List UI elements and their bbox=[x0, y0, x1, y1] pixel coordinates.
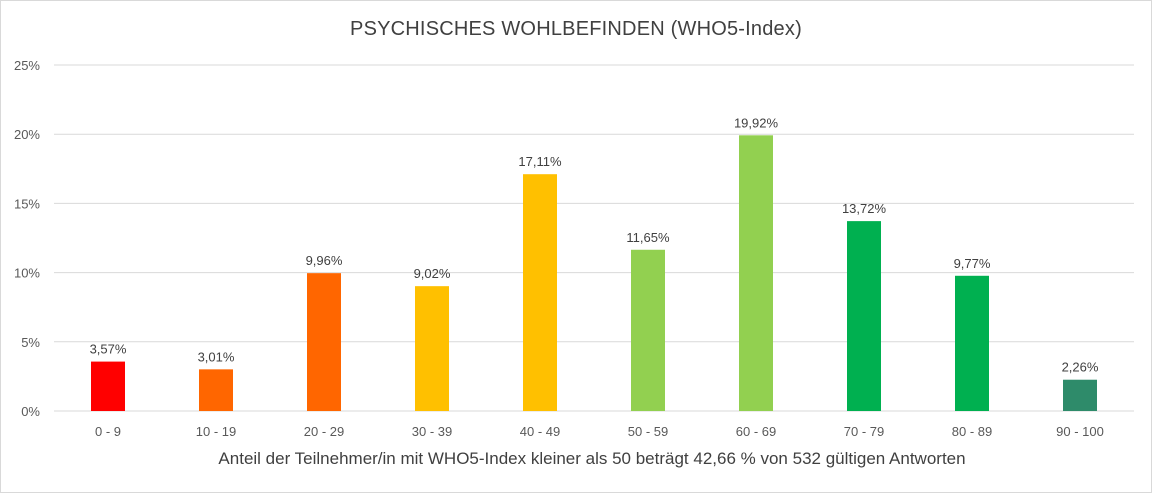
y-tick-label: 15% bbox=[14, 196, 40, 211]
gridlines bbox=[54, 64, 1134, 412]
x-tick-label: 80 - 89 bbox=[952, 424, 992, 439]
x-tick-label: 40 - 49 bbox=[520, 424, 560, 439]
x-tick-label: 10 - 19 bbox=[196, 424, 236, 439]
bar bbox=[1063, 379, 1097, 411]
x-axis-ticks: 0 - 9 10 - 19 20 - 29 30 - 39 40 - 49 50 - 59… bbox=[95, 424, 1104, 439]
data-label: 2,26% bbox=[1062, 360, 1099, 375]
y-tick-label: 5% bbox=[21, 335, 40, 350]
data-labels: 3,57% 3,01% 9,96% 9,02% 17,11% 11,65% 19,92% 13… bbox=[90, 115, 1099, 374]
x-tick-label: 70 - 79 bbox=[844, 424, 884, 439]
chart-title: PSYCHISCHES WOHLBEFINDEN (WHO5-Index) bbox=[350, 18, 802, 40]
data-label: 11,65% bbox=[626, 230, 670, 245]
data-label: 19,92% bbox=[734, 115, 779, 130]
y-axis-ticks: 0% 5% 10% 15% 20% 25% bbox=[14, 58, 40, 419]
x-tick-label: 90 - 100 bbox=[1056, 424, 1104, 439]
x-tick-label: 60 - 69 bbox=[736, 424, 776, 439]
data-label: 17,11% bbox=[518, 154, 562, 169]
bar bbox=[199, 369, 233, 411]
data-label: 3,01% bbox=[198, 349, 235, 364]
x-tick-label: 20 - 29 bbox=[304, 424, 344, 439]
x-axis-label: Anteil der Teilnehmer/in mit WHO5-Index … bbox=[218, 449, 966, 468]
bar bbox=[631, 249, 665, 411]
bar bbox=[847, 221, 881, 411]
data-label: 9,77% bbox=[954, 256, 991, 271]
bar bbox=[739, 135, 773, 412]
data-label: 9,96% bbox=[306, 253, 343, 268]
bars bbox=[91, 135, 1097, 412]
y-tick-label: 25% bbox=[14, 58, 40, 73]
bar bbox=[415, 286, 449, 411]
y-tick-label: 10% bbox=[14, 266, 40, 281]
data-label: 13,72% bbox=[842, 201, 887, 216]
data-label: 3,57% bbox=[90, 342, 127, 357]
y-tick-label: 0% bbox=[21, 404, 40, 419]
bar bbox=[91, 361, 125, 411]
y-tick-label: 20% bbox=[14, 127, 40, 142]
x-tick-label: 50 - 59 bbox=[628, 424, 668, 439]
x-tick-label: 0 - 9 bbox=[95, 424, 121, 439]
bar bbox=[523, 174, 557, 411]
bar bbox=[955, 275, 989, 411]
bar bbox=[307, 273, 341, 411]
x-tick-label: 30 - 39 bbox=[412, 424, 452, 439]
data-label: 9,02% bbox=[414, 266, 451, 281]
